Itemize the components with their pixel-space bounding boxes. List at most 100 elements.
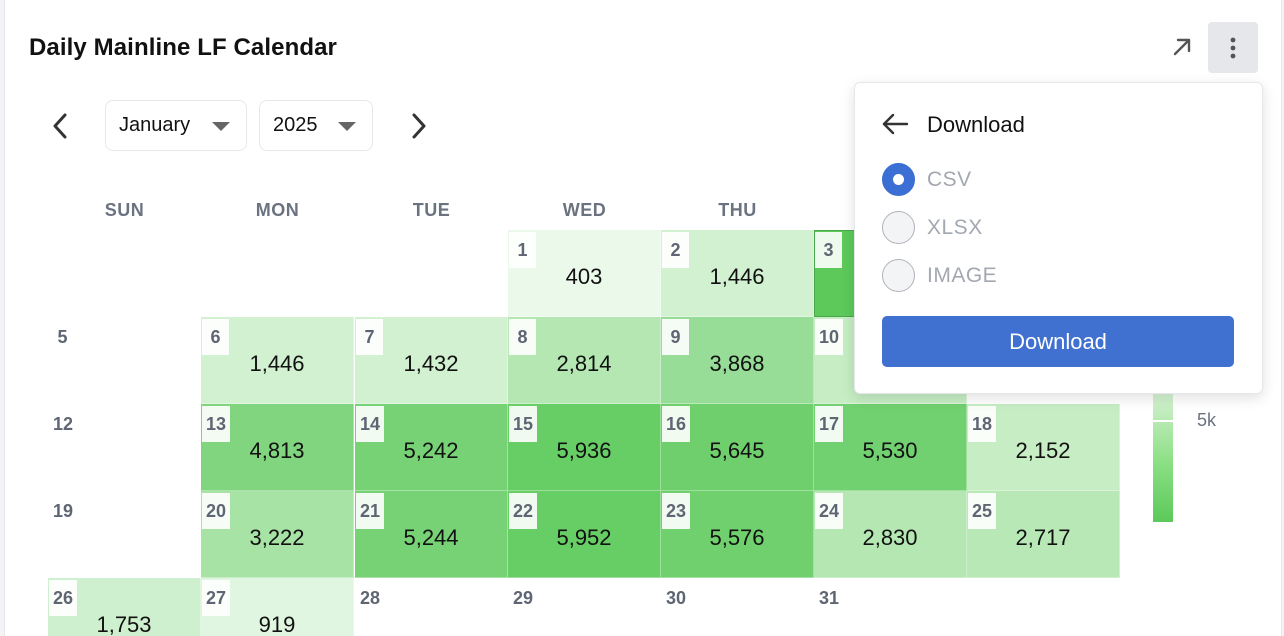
year-select[interactable]: 2025 (259, 100, 373, 151)
weekday-label: WED (562, 200, 607, 220)
day-number: 20 (202, 493, 231, 529)
calendar-day-cell[interactable]: 22 5,952 (508, 491, 661, 578)
day-value: 5,244 (403, 525, 459, 550)
day-value: 919 (258, 612, 296, 636)
calendar-day-cell[interactable]: 13 4,813 (201, 404, 354, 491)
day-number: 19 (53, 500, 74, 521)
day-value: 1,446 (249, 351, 305, 376)
day-value: 5,530 (862, 438, 918, 463)
calendar-day-cell[interactable]: 9 3,868 (661, 317, 814, 404)
day-number: 13 (202, 406, 231, 442)
day-number: 23 (662, 493, 691, 529)
day-value: 5,936 (556, 438, 612, 463)
day-number: 29 (513, 587, 534, 608)
calendar-day-cell[interactable]: 25 2,717 (967, 491, 1120, 578)
calendar-day-cell[interactable]: 2 1,446 (661, 230, 814, 317)
calendar-day-cell[interactable]: 6 1,446 (201, 317, 354, 404)
calendar-day-cell[interactable]: 24 2,830 (814, 491, 967, 578)
calendar-day-cell[interactable]: 28 (355, 578, 508, 636)
arrow-up-right-icon (1173, 38, 1191, 56)
day-value: 1,432 (403, 351, 459, 376)
calendar-day-cell[interactable]: 16 5,645 (661, 404, 814, 491)
calendar-day-cell[interactable]: 15 5,936 (508, 404, 661, 491)
next-month-button[interactable] (404, 108, 434, 144)
caret-down-icon (338, 122, 356, 131)
month-select[interactable]: January (105, 100, 247, 151)
calendar-day-cell[interactable]: 17 5,530 (814, 404, 967, 491)
day-number: 30 (666, 587, 687, 608)
day-number: 14 (356, 406, 385, 442)
more-options-button[interactable] (1208, 22, 1258, 73)
legend-tick (1153, 420, 1173, 422)
format-option-xlsx[interactable]: XLSX (882, 211, 983, 244)
day-number: 25 (968, 493, 997, 529)
radio-button[interactable] (882, 259, 915, 292)
calendar-day-cell[interactable]: 29 (508, 578, 661, 636)
calendar-day-cell[interactable]: 19 (48, 491, 201, 578)
day-value: 403 (565, 264, 603, 289)
calendar-day-cell[interactable]: 1 403 (508, 230, 661, 317)
calendar-day-cell[interactable]: 26 1,753 (48, 578, 201, 636)
download-popover: Download CSV XLSX IMAGE Download (854, 82, 1263, 394)
day-number: 15 (509, 406, 538, 442)
day-value: 1,753 (96, 612, 152, 636)
day-value: 5,576 (709, 525, 765, 550)
expand-button[interactable] (1167, 32, 1197, 62)
day-value: 3,868 (709, 351, 765, 376)
day-value: 1,446 (709, 264, 765, 289)
day-value: 2,717 (1015, 525, 1071, 550)
day-number: 27 (202, 580, 231, 616)
calendar-day-cell[interactable]: 8 2,814 (508, 317, 661, 404)
day-value: 2,814 (556, 351, 612, 376)
calendar-day-cell[interactable]: 23 5,576 (661, 491, 814, 578)
format-option-label: CSV (927, 167, 972, 191)
day-number: 6 (202, 319, 229, 355)
day-number: 24 (815, 493, 844, 529)
day-value: 5,645 (709, 438, 765, 463)
day-value: 2,152 (1015, 438, 1071, 463)
day-number: 8 (509, 319, 536, 355)
legend-tick-label: 5k (1197, 410, 1217, 430)
calendar-day-cell[interactable]: 20 3,222 (201, 491, 354, 578)
calendar-day-cell[interactable]: 21 5,244 (355, 491, 508, 578)
caret-down-icon (212, 122, 230, 131)
calendar-day-cell[interactable]: 30 (661, 578, 814, 636)
day-number: 9 (662, 319, 689, 355)
previous-month-button[interactable] (45, 108, 75, 144)
arrow-left-icon (882, 113, 909, 135)
calendar-day-cell[interactable]: 5 (48, 317, 201, 404)
day-number: 22 (509, 493, 538, 529)
day-number: 5 (57, 326, 68, 347)
format-option-label: XLSX (927, 215, 983, 239)
day-number: 28 (360, 587, 381, 608)
radio-button[interactable] (882, 211, 915, 244)
day-number: 10 (815, 319, 844, 355)
day-value: 3,222 (249, 525, 305, 550)
format-option-image[interactable]: IMAGE (882, 259, 997, 292)
day-number: 7 (356, 319, 383, 355)
day-value: 5,242 (403, 438, 459, 463)
day-number: 2 (662, 232, 689, 268)
day-number: 18 (968, 406, 997, 442)
download-button[interactable]: Download (882, 316, 1234, 367)
weekday-label: TUE (412, 200, 451, 220)
month-select-value: January (119, 114, 191, 136)
radio-button[interactable] (882, 163, 915, 196)
day-number: 17 (815, 406, 844, 442)
widget-title: Daily Mainline LF Calendar (29, 34, 338, 61)
download-popover-title: Download (927, 112, 1025, 137)
format-option-csv[interactable]: CSV (882, 163, 972, 196)
calendar-day-cell[interactable]: 18 2,152 (967, 404, 1120, 491)
calendar-day-cell[interactable]: 12 (48, 404, 201, 491)
calendar-day-cell[interactable]: 7 1,432 (355, 317, 508, 404)
calendar-widget: Daily Mainline LF Calendar January 20 25 … (4, 0, 1282, 636)
day-value: 4,813 (249, 438, 305, 463)
calendar-day-cell[interactable]: 27 919 (201, 578, 354, 636)
chevron-left-icon (53, 113, 67, 139)
color-legend-bar (1153, 370, 1173, 522)
calendar-day-cell[interactable]: 14 5,242 (355, 404, 508, 491)
calendar-day-cell[interactable]: 31 (814, 578, 967, 636)
back-button[interactable] (881, 111, 911, 137)
weekday-label: THU (718, 200, 757, 220)
chevron-right-icon (412, 113, 426, 139)
